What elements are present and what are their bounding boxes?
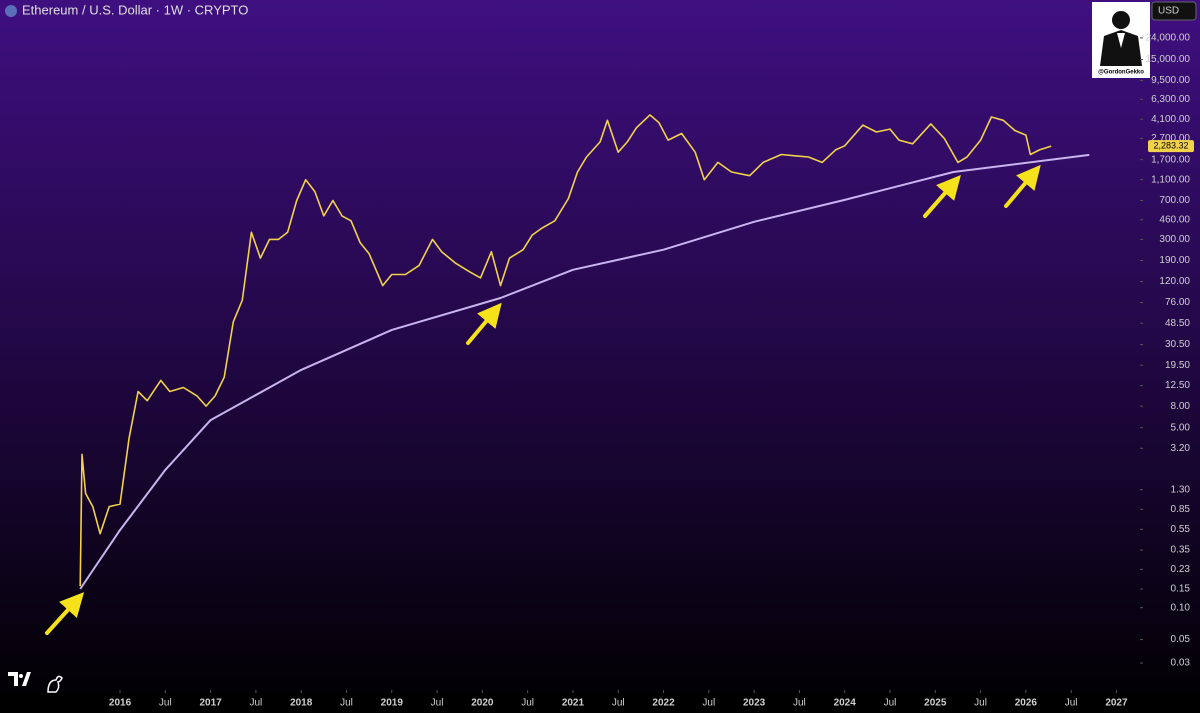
- x-tick-label: 2023: [743, 698, 766, 709]
- y-tick-label: 0.05: [1171, 634, 1191, 645]
- y-tick-label: 19.50: [1165, 360, 1190, 371]
- y-tick-label: 300.00: [1159, 234, 1190, 245]
- x-tick-label: 2026: [1015, 698, 1038, 709]
- x-tick-label: 2021: [562, 698, 585, 709]
- x-tick-label: 2027: [1105, 698, 1128, 709]
- annotation-arrows: [45, 164, 1041, 635]
- y-tick-label: 1,700.00: [1151, 154, 1190, 165]
- y-tick-label: 0.10: [1171, 602, 1191, 613]
- currency-button[interactable]: [1151, 1, 1197, 21]
- y-tick-label: 12.50: [1165, 380, 1190, 391]
- x-tick-label: 2016: [109, 698, 132, 709]
- y-tick-label: 0.85: [1171, 504, 1191, 515]
- price-line: [79, 153, 1090, 590]
- x-tick-label: 2018: [290, 698, 313, 709]
- x-tick-label: Jul: [702, 698, 715, 709]
- x-tick-label: 2024: [834, 698, 857, 709]
- x-tick-label: 2017: [199, 698, 222, 709]
- y-tick-label: 15,000.00: [1146, 54, 1191, 65]
- y-tick-label: 8.00: [1171, 401, 1191, 412]
- y-tick-label: 76.00: [1165, 297, 1190, 308]
- y-tick-label: 700.00: [1159, 195, 1190, 206]
- x-tick-label: Jul: [1065, 698, 1078, 709]
- y-tick-label: 48.50: [1165, 318, 1190, 329]
- y-tick-label: 4,100.00: [1151, 114, 1190, 125]
- x-tick-label: Jul: [340, 698, 353, 709]
- coin-icon: [5, 5, 17, 17]
- arrow: [1004, 164, 1041, 208]
- y-tick-label: 2,700.00: [1151, 133, 1190, 144]
- y-tick-label: 0.23: [1171, 564, 1191, 575]
- currency-label: USD: [1158, 6, 1179, 17]
- last-price-label: 2,283.32: [1153, 140, 1188, 150]
- last-price-box: [1148, 140, 1194, 153]
- watermark-text: @GordonGekko: [1098, 70, 1144, 76]
- watermark-logo: @GordonGekko: [1092, 2, 1150, 78]
- x-tick-label: 2025: [924, 698, 947, 709]
- y-tick-label: 30.50: [1165, 339, 1190, 350]
- y-tick-label: 3.20: [1171, 443, 1191, 454]
- y-tick-label: 1.30: [1171, 484, 1191, 495]
- y-tick-label: 120.00: [1159, 276, 1190, 287]
- y-tick-label: 6,300.00: [1151, 94, 1190, 105]
- tv-logo: [8, 672, 63, 693]
- y-tick-label: 1,100.00: [1151, 174, 1190, 185]
- y-tick-label: 0.15: [1171, 584, 1191, 595]
- x-tick-label: Jul: [793, 698, 806, 709]
- y-tick-label: 0.35: [1171, 545, 1191, 556]
- y-tick-label: 190.00: [1159, 255, 1190, 266]
- arrow: [466, 302, 502, 345]
- y-tick-label: 9,500.00: [1151, 75, 1190, 86]
- x-tick-label: 2019: [381, 698, 404, 709]
- y-tick-label: 460.00: [1159, 214, 1190, 225]
- arrow: [45, 592, 85, 635]
- x-tick-label: Jul: [431, 698, 444, 709]
- chart-title: Ethereum / U.S. Dollar · 1W · CRYPTO: [22, 2, 248, 17]
- x-axis-panel: [0, 690, 1200, 713]
- y-tick-label: 0.55: [1171, 524, 1191, 535]
- y-tick-label: 5.00: [1171, 422, 1191, 433]
- x-tick-label: Jul: [521, 698, 534, 709]
- x-tick-label: Jul: [159, 698, 172, 709]
- x-tick-label: Jul: [250, 698, 263, 709]
- price-line: [79, 114, 1052, 587]
- y-tick-label: 24,000.00: [1146, 33, 1191, 44]
- x-tick-label: Jul: [612, 698, 625, 709]
- arrow: [923, 174, 961, 218]
- x-tick-label: Jul: [974, 698, 987, 709]
- x-tick-label: Jul: [884, 698, 897, 709]
- y-tick-label: 0.03: [1171, 658, 1191, 669]
- x-tick-label: 2022: [652, 698, 675, 709]
- x-tick-label: 2020: [471, 698, 494, 709]
